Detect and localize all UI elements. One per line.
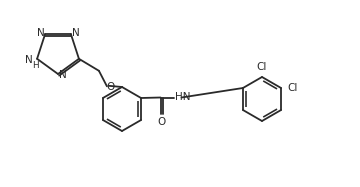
Text: Cl: Cl xyxy=(256,62,267,72)
Text: H: H xyxy=(32,61,39,70)
Text: Cl: Cl xyxy=(287,82,298,93)
Text: N: N xyxy=(72,28,79,38)
Text: N: N xyxy=(59,70,66,80)
Text: N: N xyxy=(24,55,32,65)
Text: HN: HN xyxy=(175,92,190,102)
Text: O: O xyxy=(158,117,166,127)
Text: N: N xyxy=(37,28,44,38)
Text: O: O xyxy=(106,82,114,92)
